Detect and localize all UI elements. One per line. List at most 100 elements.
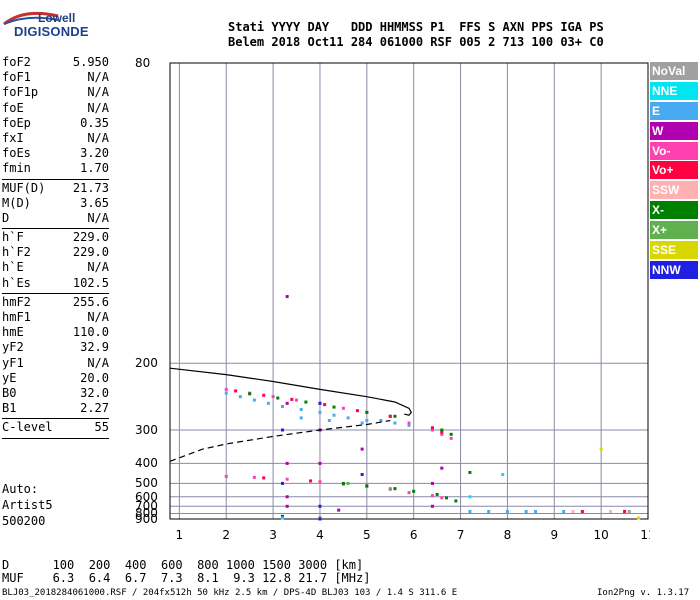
param-name: hmF1: [2, 310, 31, 324]
param-row: foE N/A: [2, 101, 109, 116]
param-row: foF1p N/A: [2, 85, 109, 100]
param-name: foF2: [2, 55, 31, 69]
data-point-e: [266, 401, 270, 405]
footer-distance-line: D 100 200 400 600 800 1000 1500 3000 [km…: [2, 558, 364, 572]
data-point-e: [318, 410, 322, 414]
param-name: h`Es: [2, 275, 31, 290]
data-point-nnw: [280, 481, 284, 485]
digisonde-logo-swoosh: [3, 11, 59, 26]
data-point-nnw: [318, 517, 322, 521]
y-tick-label: 200: [135, 356, 158, 371]
data-point-voplus: [440, 430, 444, 434]
param-value: N/A: [87, 210, 109, 225]
data-point-nne: [280, 516, 284, 520]
legend-item-nne: NNE: [650, 81, 698, 100]
param-name: foF1: [2, 70, 31, 85]
data-point-xminus: [440, 428, 444, 432]
data-point-w: [285, 461, 289, 465]
param-row: M(D) 3.65: [2, 196, 109, 211]
y-tick-label: 500: [135, 476, 158, 491]
x-tick-label: 10: [593, 528, 608, 542]
footer-muf-line: MUF 6.3 6.4 6.7 7.3 8.1 9.3 12.8 21.7 [M…: [2, 571, 371, 585]
param-row: h`E N/A: [2, 260, 109, 275]
data-point-nne: [501, 473, 505, 477]
param-name: MUF(D): [2, 180, 46, 195]
legend-item-xplus: X+: [650, 221, 698, 240]
x-tick-label: 5: [363, 528, 371, 542]
data-point-voplus: [309, 479, 313, 483]
param-value: N/A: [87, 70, 109, 85]
param-value: N/A: [87, 85, 109, 100]
data-point-xminus: [393, 414, 397, 418]
param-row: fxI N/A: [2, 131, 109, 146]
autoscaling-info: Auto: Artist5 500200: [2, 481, 53, 529]
header-values-line: Belem 2018 Oct11 284 061000 RSF 005 2 71…: [228, 35, 604, 49]
param-row: MUF(D) 21.73: [2, 181, 109, 196]
electron-density-profile: [169, 367, 413, 416]
data-point-nnw: [318, 401, 322, 405]
x-tick-label: 7: [457, 528, 465, 542]
data-point-voplus: [580, 509, 584, 513]
param-row: foF2 5.950: [2, 55, 109, 70]
data-point-vominus: [271, 395, 275, 399]
y-tick-label: 700: [135, 499, 158, 514]
param-separator: [2, 228, 109, 230]
legend-item-w: W: [650, 121, 698, 140]
header-labels-line: Stati YYYY DAY DDD HHMMSS P1 FFS S AXN P…: [228, 20, 604, 34]
data-point-xminus: [435, 492, 439, 496]
data-point-xminus: [365, 410, 369, 414]
data-point-e: [505, 509, 509, 513]
data-point-w: [337, 508, 341, 512]
param-name: foF1p: [2, 85, 39, 100]
param-value: 3.65: [80, 195, 109, 210]
param-value: 2.27: [80, 401, 109, 416]
param-row: hmE 110.0: [2, 325, 109, 340]
param-row: foEs 3.20: [2, 146, 109, 161]
data-point-xminus: [248, 392, 252, 396]
data-point-vominus: [224, 474, 228, 478]
param-row: B0 32.0: [2, 386, 109, 401]
data-point-w: [430, 481, 434, 485]
param-name: h`F2: [2, 245, 31, 260]
data-point-vominus: [341, 406, 345, 410]
data-point-vominus: [407, 421, 411, 425]
data-point-xminus: [412, 489, 416, 493]
param-separator: [2, 292, 109, 294]
legend-item-e: E: [650, 101, 698, 120]
data-point-e: [360, 421, 364, 425]
param-name: fxI: [2, 130, 24, 145]
x-tick-label: 8: [504, 528, 512, 542]
logo-lowell-text: Lowell: [38, 11, 76, 25]
data-point-vominus: [440, 496, 444, 500]
data-point-xminus: [365, 484, 369, 488]
param-separator: [2, 437, 109, 439]
param-value: 21.73: [72, 180, 109, 195]
legend-item-vominus: Vo-: [650, 141, 698, 160]
x-tick-label: 6: [410, 528, 418, 542]
param-value: 20.0: [80, 370, 109, 385]
x-tick-label: 9: [550, 528, 558, 542]
param-row: h`Es 102.5: [2, 276, 109, 291]
param-name: hmF2: [2, 294, 31, 309]
param-value: 0.35: [80, 115, 109, 130]
data-point-vominus: [440, 432, 444, 436]
data-point-ssw: [571, 509, 575, 513]
param-row: foEp 0.35: [2, 116, 109, 131]
data-point-w: [318, 461, 322, 465]
data-point-noval: [627, 509, 631, 513]
data-point-e: [407, 423, 411, 427]
auto-artist: Artist5: [2, 498, 53, 512]
param-name: yF1: [2, 355, 24, 370]
data-point-e: [468, 509, 472, 513]
data-point-e: [280, 404, 284, 408]
param-row: h`F 229.0: [2, 230, 109, 245]
parameter-table: foF2 5.950 foF1 N/A foF1p N/A foE N/A foEp 0.35 fx…: [2, 55, 109, 440]
param-value: 32.9: [80, 340, 109, 355]
data-point-sse: [599, 447, 603, 451]
data-point-voplus: [262, 476, 266, 480]
data-point-vominus: [252, 475, 256, 479]
data-point-vominus: [295, 398, 299, 402]
y-tick-label: 900: [135, 512, 158, 526]
param-name: B1: [2, 401, 17, 416]
footer-file-info: BLJ03_2018284061000.RSF / 204fx512h 50 k…: [2, 588, 458, 598]
